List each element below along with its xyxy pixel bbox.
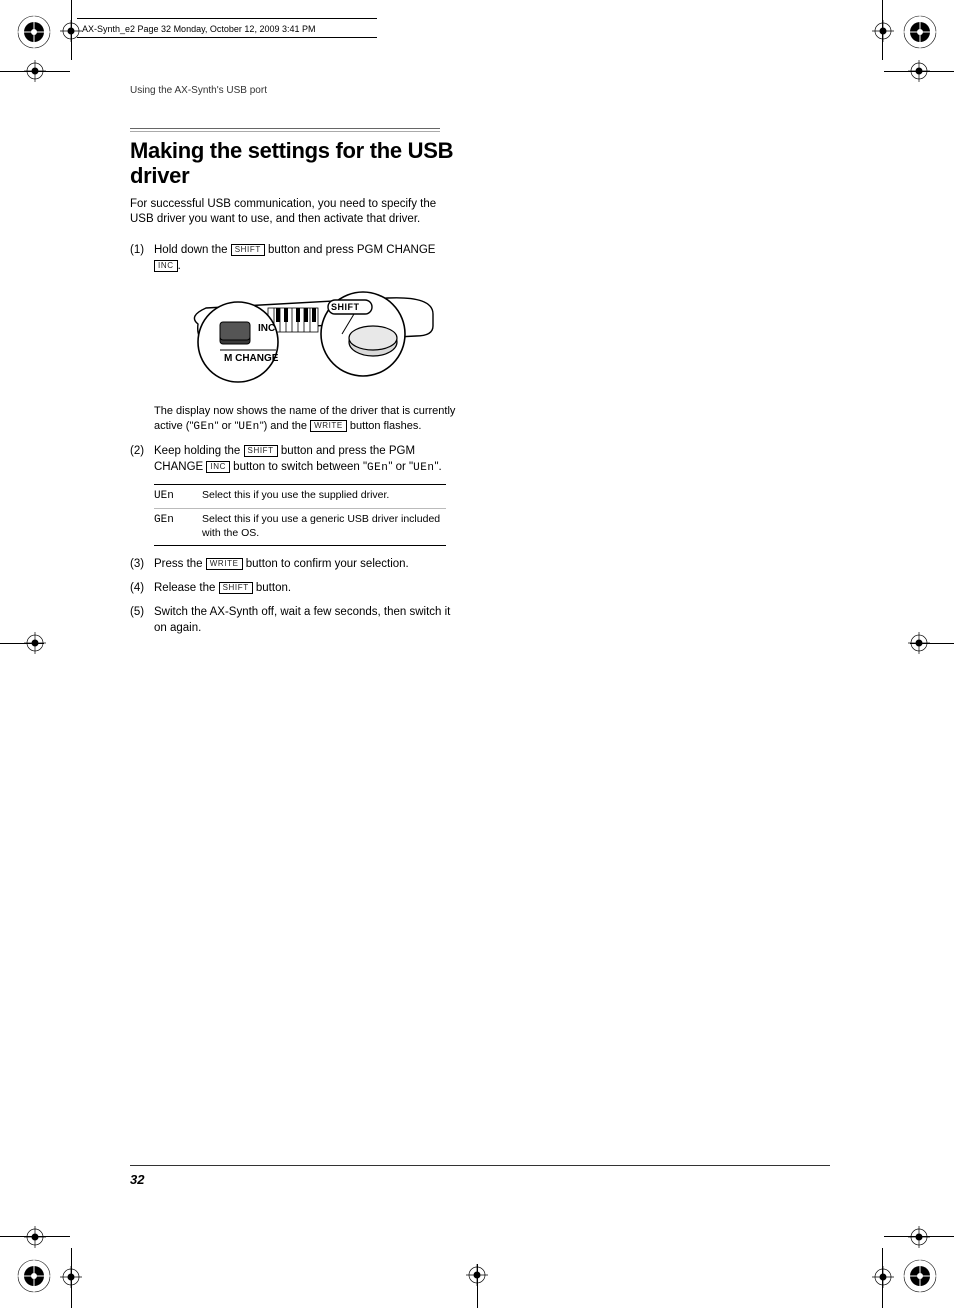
proof-header: AX-Synth_e2 Page 32 Monday, October 12, … (82, 24, 315, 34)
step-text: . (178, 260, 181, 272)
option-row-uen: UEn Select this if you use the supplied … (154, 485, 446, 508)
lcd-uen: UEn (238, 421, 259, 433)
crop-line (884, 1236, 954, 1237)
step-4: Release the SHIFT button. (130, 580, 460, 596)
shift-button-label: SHIFT (231, 244, 265, 256)
crop-line (884, 71, 954, 72)
crop-line (477, 1264, 478, 1308)
step-1-subtext: The display now shows the name of the dr… (154, 404, 460, 435)
crop-line (71, 0, 72, 60)
shift-button-label: SHIFT (244, 445, 278, 457)
regmark-icon (908, 1226, 930, 1248)
crop-line (882, 1248, 883, 1308)
regmark-icon (872, 20, 894, 42)
inc-button-label: INC (154, 260, 178, 272)
lcd-gen: GEn (367, 462, 388, 474)
step-2: Keep holding the SHIFT button and press … (130, 443, 460, 546)
crop-line (71, 1248, 72, 1308)
section-title: Making the settings for the USB driver (130, 138, 460, 189)
option-desc: Select this if you use a generic USB dri… (202, 513, 446, 540)
step-text: Hold down the (154, 244, 231, 256)
crop-line (0, 1236, 70, 1237)
diagram-shift-label: SHIFT (331, 301, 360, 314)
step-text: button and press PGM CHANGE (265, 244, 436, 256)
step-5: Switch the AX-Synth off, wait a few seco… (130, 604, 460, 636)
page-number: 32 (130, 1172, 144, 1187)
lcd-gen: GEn (193, 421, 214, 433)
reg-corner-br (902, 1258, 938, 1294)
option-desc: Select this if you use the supplied driv… (202, 489, 446, 504)
intro-text: For successful USB communication, you ne… (130, 197, 460, 228)
write-button-label: WRITE (206, 558, 243, 570)
diagram-pgmchange-label: M CHANGE (224, 352, 278, 366)
title-rule (130, 128, 440, 132)
regmark-icon (872, 1266, 894, 1288)
crop-line (0, 643, 44, 644)
reg-corner-bl (16, 1258, 52, 1294)
option-row-gen: GEn Select this if you use a generic USB… (154, 508, 446, 544)
regmark-icon (24, 1226, 46, 1248)
crop-line (882, 0, 883, 60)
crop-line (910, 643, 954, 644)
button-diagram: SHIFT INC M CHANGE (178, 284, 438, 394)
inc-button-label: INC (206, 461, 230, 473)
footer-rule (130, 1165, 830, 1166)
option-key: UEn (154, 489, 190, 504)
lcd-uen: UEn (413, 462, 434, 474)
reg-corner-tl (16, 14, 52, 50)
diagram-inc-label: INC (258, 322, 275, 336)
option-table: UEn Select this if you use the supplied … (154, 484, 446, 546)
crop-line (0, 71, 70, 72)
option-key: GEn (154, 513, 190, 540)
reg-corner-tr (902, 14, 938, 50)
shift-button-label: SHIFT (219, 582, 253, 594)
step-3: Press the WRITE button to confirm your s… (130, 556, 460, 572)
running-head: Using the AX-Synth's USB port (130, 85, 460, 96)
step-1: Hold down the SHIFT button and press PGM… (130, 242, 460, 435)
write-button-label: WRITE (310, 420, 347, 432)
